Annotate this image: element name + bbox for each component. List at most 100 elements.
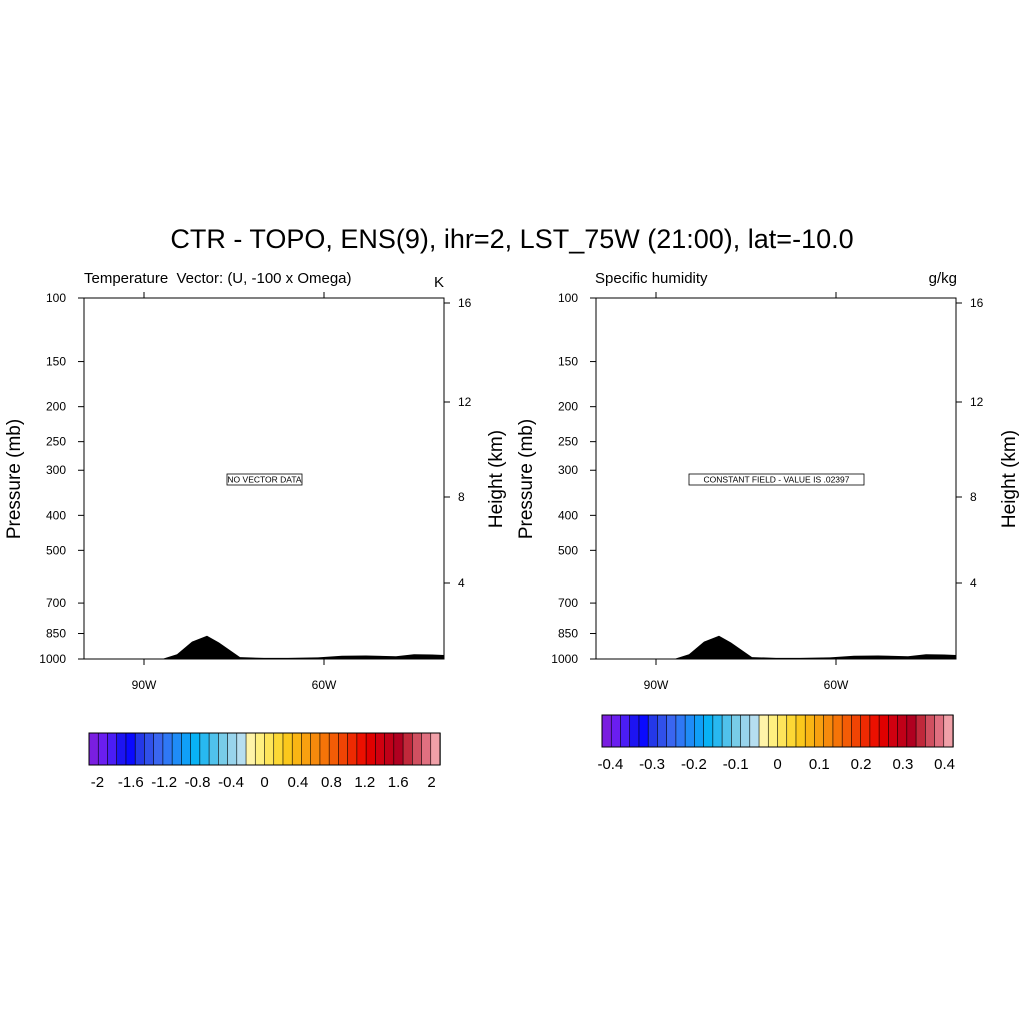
colorbar-box xyxy=(199,732,210,766)
colorbar-box xyxy=(601,714,612,748)
colorbar-label: 0.4 xyxy=(287,774,308,791)
x-tick-label: 90W xyxy=(132,678,157,692)
colorbar-box xyxy=(758,714,769,748)
colorbar-frame xyxy=(88,732,441,766)
colorbar-box xyxy=(107,732,118,766)
y-tick-label: 1000 xyxy=(39,652,66,666)
x-tick-label: 90W xyxy=(644,678,669,692)
colorbar-box xyxy=(254,732,266,766)
colorbar-label: 0.2 xyxy=(851,756,872,773)
colorbar-box xyxy=(767,714,779,748)
y2-axis-label: Height (km) xyxy=(999,430,1020,528)
colorbar-box xyxy=(804,714,816,748)
colorbar-box xyxy=(712,714,723,748)
colorbar-label: 0.3 xyxy=(892,756,913,773)
plot-area: 100 150 200 250 300 400 500 700 850 1000 4 8 12 16 90W… xyxy=(39,291,471,692)
colorbar-box xyxy=(125,732,136,766)
colorbar-label: 0.1 xyxy=(809,756,830,773)
y-tick-label: 150 xyxy=(46,355,66,369)
y-tick-label: 250 xyxy=(558,435,578,449)
message-text: NO VECTOR DATA xyxy=(227,475,301,485)
colorbar-box xyxy=(943,714,954,748)
y2-tick-label: 12 xyxy=(458,395,472,409)
colorbar-box xyxy=(666,714,677,748)
colorbar-box xyxy=(310,732,321,766)
colorbar-label: -1.6 xyxy=(118,774,144,791)
colorbar-box xyxy=(338,732,349,766)
colorbar-label: -0.4 xyxy=(218,774,244,791)
panel-left-title: Temperature xyxy=(84,270,168,287)
x-tick-label: 60W xyxy=(312,678,337,692)
y-tick-label: 400 xyxy=(46,508,66,522)
colorbar-box xyxy=(786,714,797,748)
colorbar-label: 2 xyxy=(427,774,435,791)
y2-tick-label: 12 xyxy=(970,395,984,409)
colorbar-box xyxy=(897,714,908,748)
colorbar-box xyxy=(393,732,404,766)
colorbar-box xyxy=(924,714,936,748)
message-box xyxy=(688,473,865,486)
colorbar: -0.4 -0.3 -0.2 -0.1 0 0.1 0.2 0.3 0.4 xyxy=(597,714,955,773)
colorbar-label: 1.6 xyxy=(388,774,409,791)
colorbar-label: 1.2 xyxy=(354,774,375,791)
y-tick-label: 200 xyxy=(558,400,578,414)
colorbar-box xyxy=(190,732,201,766)
colorbar-label: 0.8 xyxy=(321,774,342,791)
colorbar-box xyxy=(860,714,871,748)
colorbar-box xyxy=(301,732,312,766)
colorbar-label: -0.1 xyxy=(723,756,749,773)
colorbar-box xyxy=(208,732,220,766)
panel-left-title: Specific humidity xyxy=(595,270,708,287)
colorbar-label: -2 xyxy=(91,774,104,791)
message-box xyxy=(226,473,303,486)
panel-specific-humidity: Specific humidity g/kg Pressure (mb) Hei… xyxy=(516,270,1020,773)
y2-tick-label: 4 xyxy=(458,576,465,590)
y-tick-label: 400 xyxy=(558,508,578,522)
colorbar-box xyxy=(430,732,441,766)
colorbar-frame xyxy=(601,714,954,748)
colorbar-box xyxy=(116,732,127,766)
colorbar-box xyxy=(629,714,640,748)
y-tick-label: 1000 xyxy=(551,652,578,666)
y-tick-label: 700 xyxy=(46,596,66,610)
colorbar-box xyxy=(291,732,303,766)
y-tick-label: 500 xyxy=(46,543,66,557)
y2-tick-label: 8 xyxy=(458,490,465,504)
panel-units: K xyxy=(434,274,444,291)
colorbar-box xyxy=(375,732,386,766)
y-tick-label: 200 xyxy=(46,400,66,414)
colorbar-box xyxy=(694,714,705,748)
colorbar-box xyxy=(721,714,733,748)
y-tick-label: 300 xyxy=(558,463,578,477)
colorbar-label: 0 xyxy=(773,756,781,773)
y-tick-label: 100 xyxy=(558,291,578,305)
colorbar-box xyxy=(328,732,340,766)
colorbar-box xyxy=(134,732,146,766)
x-tick-label: 60W xyxy=(824,678,849,692)
colorbar-box xyxy=(749,714,760,748)
colorbar-box xyxy=(777,714,788,748)
y-tick-label: 150 xyxy=(558,355,578,369)
colorbar-box xyxy=(906,714,917,748)
colorbar-box xyxy=(264,732,275,766)
colorbar-label: -0.8 xyxy=(185,774,211,791)
colorbar-box xyxy=(740,714,751,748)
y-axis-label: Pressure (mb) xyxy=(516,419,537,539)
y-tick-label: 100 xyxy=(46,291,66,305)
colorbar-label: -0.4 xyxy=(597,756,623,773)
colorbar-box xyxy=(795,714,806,748)
y2-axis-label: Height (km) xyxy=(486,430,507,528)
colorbar-box xyxy=(273,732,284,766)
colorbar-box xyxy=(384,732,395,766)
colorbar-box xyxy=(88,732,99,766)
colorbar-box xyxy=(218,732,229,766)
colorbar-box xyxy=(684,714,696,748)
colorbar-box xyxy=(171,732,183,766)
colorbar-box xyxy=(703,714,714,748)
colorbar-label: 0 xyxy=(260,774,268,791)
colorbar-box xyxy=(245,732,256,766)
colorbar-box xyxy=(814,714,825,748)
colorbar-box xyxy=(869,714,880,748)
colorbar-box xyxy=(236,732,247,766)
